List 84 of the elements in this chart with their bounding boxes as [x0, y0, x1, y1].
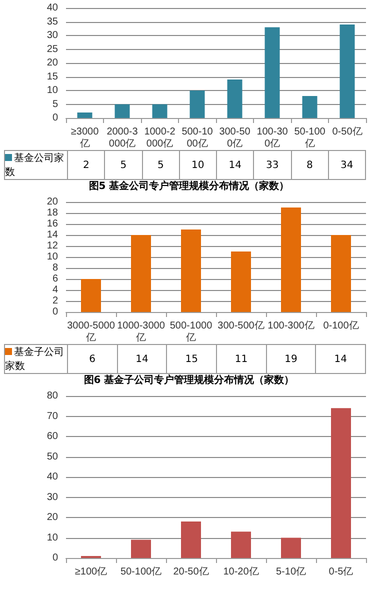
bar	[331, 235, 351, 312]
x-tick-label: 0-50亿	[332, 126, 362, 138]
x-tick-label: 500-1000亿	[170, 320, 213, 344]
data-label: 15	[166, 344, 216, 374]
y-tick-label: 4	[52, 284, 58, 296]
data-label: 11	[216, 344, 266, 374]
y-tick-label: 14	[46, 230, 58, 240]
x-tick-label: 100-300亿	[268, 320, 314, 332]
y-tick-label: 40	[46, 2, 58, 14]
data-label: 5	[104, 150, 142, 180]
y-tick-label: 5	[52, 98, 58, 110]
bar	[77, 112, 92, 118]
data-label: 19	[266, 344, 316, 374]
y-tick-label: 60	[46, 431, 58, 442]
bar	[331, 408, 351, 558]
y-tick-label: 50	[46, 451, 58, 462]
x-tick-label: 2000-3000亿	[106, 126, 138, 150]
bar	[231, 252, 251, 312]
data-label: 14	[316, 344, 366, 374]
text: 图5 基金公司专户管理规模分布情况（家数）	[88, 180, 290, 194]
y-tick-label: 0	[52, 306, 58, 318]
y-tick-label: 30	[46, 492, 58, 503]
x-tick-label: 500-1000亿	[182, 126, 214, 150]
bar	[131, 235, 151, 312]
data-label: 10	[179, 150, 216, 180]
y-tick-label: 10	[46, 252, 58, 262]
x-tick-label: ≥100亿	[74, 566, 108, 578]
x-tick-label: 3000-5000亿	[67, 320, 116, 344]
x-tick-label: 1000-3000亿	[117, 320, 166, 344]
y-tick-label: 16	[46, 218, 58, 230]
data-label: 14	[117, 344, 167, 374]
legend-label: 基金公司家数	[4, 150, 68, 180]
y-tick-label: 40	[46, 472, 58, 482]
x-tick-label: 0-5亿	[328, 566, 354, 578]
bar	[131, 540, 151, 558]
bar	[281, 208, 301, 312]
x-tick-label: 20-50亿	[173, 566, 209, 578]
y-tick-label: 20	[46, 58, 58, 68]
x-tick-label: 50-100亿	[294, 126, 326, 150]
y-tick-label: 20	[46, 196, 58, 208]
y-tick-label: 20	[46, 512, 58, 523]
y-tick-label: 0	[52, 552, 58, 564]
bar	[302, 96, 318, 118]
data-label: 33	[254, 150, 291, 180]
x-tick-label: 50-100亿	[120, 566, 162, 578]
data-label: 34	[328, 150, 366, 180]
bar	[114, 104, 130, 118]
y-tick-label: 30	[46, 30, 58, 41]
bar	[281, 538, 301, 558]
y-tick-label: 35	[46, 16, 58, 28]
legend-label: 基金子公司家数	[4, 344, 68, 374]
text: 图6 基金子公司专户管理规模分布情况（家数）	[82, 374, 296, 388]
data-label: 5	[142, 150, 180, 180]
x-tick-label: 1000-2000亿	[144, 126, 176, 150]
bar	[181, 230, 201, 312]
x-tick-label: 300-500亿	[218, 320, 264, 332]
bar	[181, 522, 201, 558]
y-tick-label: 15	[46, 71, 58, 82]
y-tick-label: 6	[52, 274, 58, 284]
y-tick-label: 18	[46, 208, 58, 218]
bar	[264, 27, 280, 118]
x-tick-label: ≥3000亿	[70, 126, 100, 150]
y-tick-label: 10	[46, 532, 58, 544]
bar	[81, 279, 101, 312]
y-tick-label: 2	[52, 296, 58, 306]
y-tick-label: 10	[46, 85, 58, 96]
data-label: 14	[216, 150, 254, 180]
y-tick-label: 80	[46, 390, 58, 402]
y-tick-label: 0	[52, 112, 58, 124]
data-label: 8	[291, 150, 328, 180]
x-tick-label: 5-10亿	[276, 566, 306, 578]
y-tick-label: 8	[52, 262, 58, 274]
x-tick-label: 100-300亿	[256, 126, 288, 150]
bar	[190, 90, 205, 118]
y-tick-label: 70	[46, 410, 58, 422]
bar	[231, 532, 251, 558]
x-tick-label: 10-20亿	[223, 566, 259, 578]
y-tick-label: 12	[46, 240, 58, 252]
bar	[340, 24, 355, 118]
x-tick-label: 300-500亿	[219, 126, 251, 150]
bar	[227, 80, 242, 118]
x-tick-label: 0-100亿	[323, 320, 359, 332]
bar	[152, 104, 168, 118]
y-tick-label: 25	[46, 44, 58, 55]
